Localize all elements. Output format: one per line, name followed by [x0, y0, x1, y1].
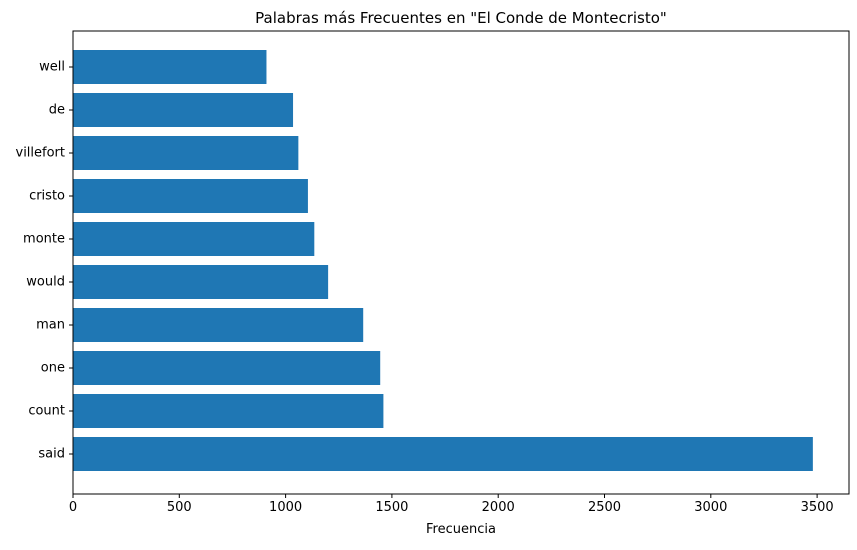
- bar-one: [73, 351, 381, 385]
- y-tick-label: said: [38, 447, 65, 462]
- x-tick-label: 0: [69, 500, 77, 515]
- x-tick-label: 2500: [588, 500, 621, 515]
- plot-frame: [72, 30, 850, 495]
- y-tick-label: monte: [23, 232, 65, 247]
- x-axis: 0 500 1000 1500 2000 2500 3000 3500: [69, 494, 834, 515]
- bar-villefort: [73, 136, 299, 170]
- y-tick-label: villefort: [16, 146, 66, 161]
- x-tick-label: 1000: [269, 500, 302, 515]
- chart-title: Palabras más Frecuentes en "El Conde de …: [255, 9, 667, 27]
- y-tick-label: cristo: [29, 189, 65, 204]
- x-tick-label: 500: [167, 500, 192, 515]
- bar-cristo: [73, 179, 308, 213]
- bar-monte: [73, 222, 315, 256]
- y-tick-label: one: [41, 361, 65, 376]
- bars-group: [73, 50, 813, 471]
- y-tick-label: de: [49, 103, 65, 118]
- bar-count: [73, 394, 384, 428]
- x-tick-label: 3500: [801, 500, 834, 515]
- x-axis-label: Frecuencia: [426, 522, 496, 537]
- bar-man: [73, 308, 364, 342]
- bar-de: [73, 93, 294, 127]
- y-tick-label: man: [36, 318, 65, 333]
- x-tick-label: 2000: [482, 500, 515, 515]
- bar-well: [73, 50, 267, 84]
- x-tick-label: 1500: [375, 500, 408, 515]
- y-tick-label: well: [39, 60, 65, 75]
- y-tick-label: count: [28, 404, 65, 419]
- bar-would: [73, 265, 329, 299]
- y-tick-label: would: [26, 275, 65, 290]
- y-axis: said count one man would monte cristo villefort…: [16, 60, 73, 462]
- x-tick-label: 3000: [694, 500, 727, 515]
- bar-said: [73, 437, 813, 471]
